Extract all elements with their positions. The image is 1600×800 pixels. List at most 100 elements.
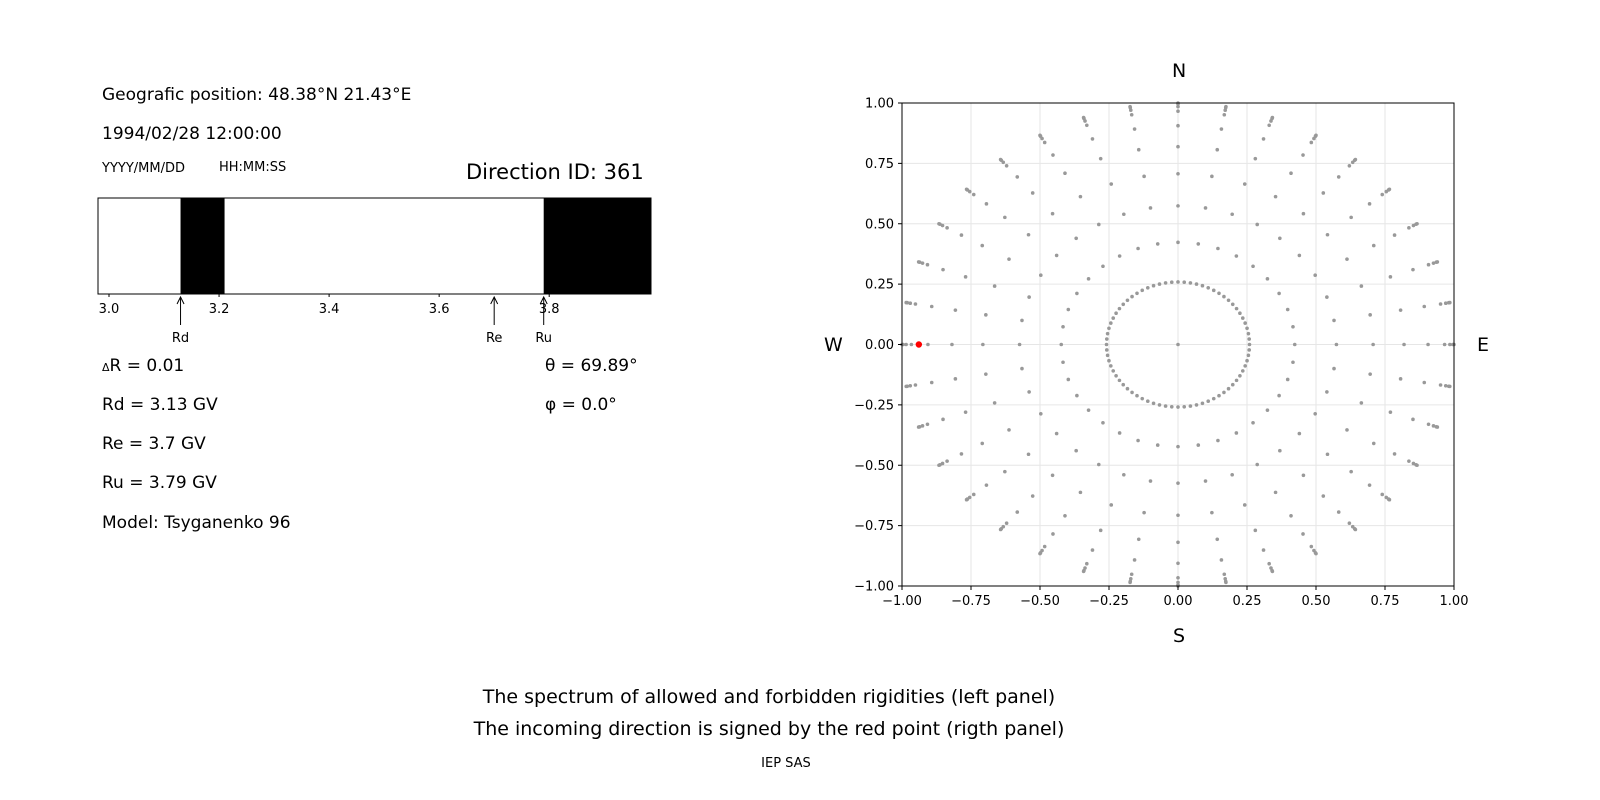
grid-point: [1027, 390, 1031, 394]
grid-point: [981, 342, 985, 347]
rigidity-spectrum-chart: 3.0 3.2 3.4 3.6 3.8 Rd Re Ru: [97, 197, 652, 346]
phi-value: φ = 0.0°: [545, 395, 617, 415]
grid-point: [1196, 242, 1201, 246]
grid-point: [1388, 410, 1393, 414]
grid-point: [1230, 212, 1234, 217]
grid-point: [1247, 342, 1252, 347]
grid-point: [1176, 280, 1180, 284]
date-format-label: YYYY/MM/DD: [102, 161, 185, 176]
x-tick-label: 0.50: [1302, 594, 1331, 609]
grid-point: [1128, 580, 1132, 585]
grid-point: [926, 342, 930, 347]
marker-arrow-head: [490, 295, 499, 305]
grid-point: [1353, 157, 1358, 162]
grid-point: [1438, 383, 1443, 387]
grid-point: [1105, 353, 1110, 358]
grid-point: [1203, 479, 1208, 483]
grid-point: [1224, 580, 1228, 585]
grid-point: [1132, 127, 1137, 131]
grid-point: [1145, 399, 1150, 403]
compass-east-label: E: [1477, 334, 1490, 356]
grid-point: [941, 417, 945, 422]
grid-point: [1246, 331, 1251, 336]
grid-point: [1114, 373, 1118, 378]
forbidden-band: [180, 198, 225, 294]
grid-point: [1135, 291, 1139, 296]
grid-point: [1098, 528, 1103, 533]
grid-point: [964, 497, 969, 502]
grid-point: [1017, 342, 1022, 347]
grid-point: [1104, 348, 1109, 352]
grid-point: [1107, 358, 1111, 363]
grid-point: [1240, 316, 1245, 320]
grid-point: [1176, 240, 1180, 245]
grid-point: [1309, 544, 1314, 549]
forbidden-band: [543, 198, 651, 294]
grid-point: [1367, 202, 1372, 206]
grid-point: [1347, 163, 1352, 168]
spectrum-frame: [97, 197, 652, 295]
delta-symbol: Δ: [102, 361, 110, 374]
grid-point: [1253, 528, 1258, 533]
grid-point: [1230, 382, 1235, 387]
grid-point: [1217, 393, 1221, 398]
grid-point: [1325, 390, 1329, 394]
grid-point: [1101, 264, 1105, 269]
grid-point: [1004, 521, 1009, 526]
grid-point: [913, 383, 918, 387]
grid-point: [1176, 580, 1180, 585]
grid-point: [1240, 369, 1245, 373]
grid-point: [1081, 115, 1086, 120]
grid-point: [1054, 431, 1059, 436]
grid-point: [1267, 123, 1271, 128]
grid-point: [1026, 452, 1031, 457]
compass-west-label: W: [824, 334, 843, 356]
grid-point: [1050, 211, 1055, 216]
grid-point: [1142, 174, 1146, 179]
grid-point: [1015, 510, 1020, 514]
grid-point: [1111, 316, 1116, 320]
grid-point: [1176, 540, 1180, 545]
grid-point: [1215, 147, 1220, 152]
grid-point: [953, 308, 958, 312]
grid-point: [959, 233, 964, 237]
grid-point: [1085, 123, 1089, 128]
re-value: Re = 3.7 GV: [102, 434, 206, 454]
grid-point: [941, 267, 945, 272]
grid-point: [1104, 337, 1109, 341]
grid-point: [1135, 393, 1139, 398]
grid-point: [1169, 280, 1174, 284]
grid-point: [984, 313, 988, 317]
grid-point: [1129, 572, 1134, 577]
y-tick-label: −0.25: [854, 398, 894, 413]
grid-point: [1086, 408, 1091, 412]
grid-point: [1243, 321, 1247, 325]
grid-point: [1325, 295, 1329, 299]
grid-point: [1332, 366, 1336, 371]
grid-point: [1273, 490, 1278, 495]
marker-label: Re: [486, 331, 502, 346]
grid-point: [959, 452, 964, 456]
model-name: Model: Tsyganenko 96: [102, 513, 291, 533]
grid-point: [1247, 348, 1252, 352]
grid-point: [1200, 401, 1205, 406]
grid-point: [1176, 104, 1180, 109]
grid-point: [1136, 147, 1141, 152]
grid-point: [1388, 275, 1393, 279]
x-tick-label: 0.25: [1233, 594, 1262, 609]
grid-point: [904, 300, 908, 305]
y-tick-label: 0.50: [865, 217, 894, 232]
grid-point: [1122, 472, 1126, 477]
grid-point: [1336, 175, 1341, 179]
grid-point: [980, 441, 985, 446]
grid-point: [998, 527, 1003, 532]
grid-point: [1321, 494, 1326, 498]
grid-point: [1136, 438, 1140, 443]
grid-point: [1245, 358, 1249, 363]
grid-point: [1443, 384, 1448, 388]
grid-point: [1426, 262, 1431, 267]
grid-point: [1176, 405, 1180, 409]
grid-point: [1176, 123, 1180, 128]
grid-point: [1163, 404, 1168, 408]
